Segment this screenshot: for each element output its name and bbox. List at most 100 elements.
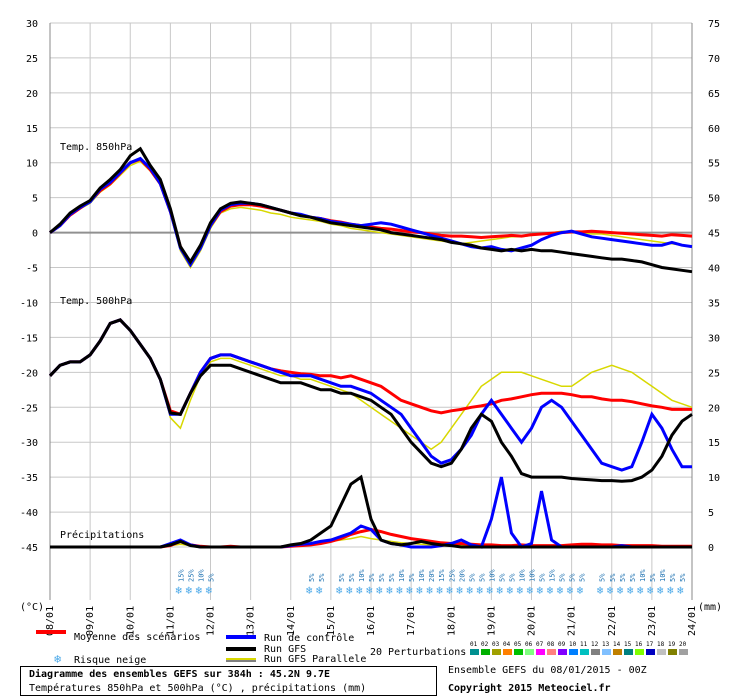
perturbation-swatch [668, 649, 677, 655]
perturbation-swatch [602, 649, 611, 655]
right-tick-label: 30 [708, 333, 720, 344]
snowflake-icon: ❄ [527, 584, 534, 597]
snow-risk-percent: 5% [498, 573, 506, 582]
snow-risk-percent: 10% [418, 569, 426, 582]
x-tick-label: 11/01 [165, 606, 176, 636]
snow-risk-percent: 5% [208, 573, 216, 582]
snowflake-icon: ❄ [647, 584, 654, 597]
perturbation-id: 15 [624, 641, 632, 648]
perturbation-swatch [635, 649, 644, 655]
snowflake-icon: ❄ [306, 584, 313, 597]
snowflake-icon: ❄ [436, 584, 443, 597]
snowflake-icon: ❄ [406, 584, 413, 597]
snow-risk-percent: 5% [669, 573, 677, 582]
snowflake-icon: ❄ [567, 584, 574, 597]
snow-risk-percent: 5% [629, 573, 637, 582]
snow-risk-percent: 5% [579, 573, 587, 582]
x-tick-label: 23/01 [647, 606, 658, 636]
snowflake-icon: ❄ [557, 584, 564, 597]
snowflake-icon: ❄ [516, 584, 523, 597]
copyright: Copyright 2015 Meteociel.fr [448, 683, 611, 694]
x-tick-label: 09/01 [85, 606, 96, 636]
perturbation-swatch [470, 649, 479, 655]
perturbation-id: 12 [591, 641, 599, 648]
left-axis-ticks: 30 25 20 15 10 5 0 -5 -10 -15 -20 -25 -30 -35 -40 -45 [20, 19, 38, 554]
perturbation-id: 05 [514, 641, 522, 648]
snowflake-icon: ❄ [466, 584, 473, 597]
legend-control-label: Run de contrôle [264, 632, 354, 644]
perturbation-id: 14 [613, 641, 621, 648]
snowflake-icon: ❄ [657, 584, 664, 597]
panel-label-t500: Temp. 500hPa [60, 296, 132, 307]
snow-risk-percent: 10% [639, 569, 647, 582]
right-tick-label: 70 [708, 54, 720, 65]
legend-mean-label: Moyenne des scénarios [74, 631, 200, 643]
perturbation-swatch [679, 649, 688, 655]
snow-risk-percent: 5% [318, 573, 326, 582]
grid [49, 22, 693, 600]
perturbation-swatch [492, 649, 501, 655]
snowflake-icon: ❄ [416, 584, 423, 597]
perturbation-swatch [657, 649, 666, 655]
snow-risk-percent: 5% [649, 573, 657, 582]
left-tick-label: -5 [26, 264, 38, 275]
snowflake-icon: ❄ [316, 584, 323, 597]
x-tick-label: 19/01 [486, 606, 497, 636]
left-tick-label: 5 [32, 194, 38, 205]
perturbation-id: 17 [646, 641, 654, 648]
snow-risk-percent: 10% [358, 569, 366, 582]
snow-risk-percent: 5% [338, 573, 346, 582]
perturbation-id: 02 [481, 641, 489, 648]
snowflake-icon: ❄ [667, 584, 674, 597]
snow-risk-percent: 5% [508, 573, 516, 582]
perturbation-swatch [536, 649, 545, 655]
snow-risk-percent: 10% [488, 569, 496, 582]
right-tick-label: 55 [708, 159, 720, 170]
snowflake-icon: ❄ [386, 584, 393, 597]
perturbation-swatch [558, 649, 567, 655]
perturbation-id: 13 [602, 641, 610, 648]
left-unit-label: (°C) [20, 602, 44, 613]
right-tick-label: 65 [708, 89, 720, 100]
x-tick-label: 15/01 [326, 606, 337, 636]
panel-label-t850: Temp. 850hPa [60, 142, 132, 153]
snow-risk-percent: 5% [368, 573, 376, 582]
perturbation-swatch [646, 649, 655, 655]
perturbation-swatch [613, 649, 622, 655]
x-tick-label: 24/01 [687, 606, 698, 636]
perturbation-id: 03 [492, 641, 500, 648]
snow-risk-percent: 10% [398, 569, 406, 582]
perturbation-id: 20 [679, 641, 687, 648]
legend-perturbations-label: 20 Perturbations [370, 647, 466, 658]
snow-risk-percent: 10% [529, 569, 537, 582]
snowflake-icon: ❄ [376, 584, 383, 597]
snowflake-icon: ❄ [346, 584, 353, 597]
perturbation-swatch [525, 649, 534, 655]
snow-risk-percent: 5% [348, 573, 356, 582]
left-tick-label: 10 [26, 159, 38, 170]
x-tick-label: 22/01 [607, 606, 618, 636]
snow-risk-percent: 15% [438, 569, 446, 582]
right-tick-label: 50 [708, 194, 720, 205]
left-tick-label: 15 [26, 124, 38, 135]
series-lines [48, 146, 693, 549]
snow-risk-percent: 10% [197, 569, 205, 582]
right-tick-label: 25 [708, 368, 720, 379]
snowflake-icon: ❄ [206, 584, 213, 597]
snowflake-icon: ❄ [356, 584, 363, 597]
snow-risk-percent: 5% [679, 573, 687, 582]
perturbation-swatch [580, 649, 589, 655]
snow-risk-percent: 20% [428, 569, 436, 582]
x-tick-label: 17/01 [406, 606, 417, 636]
perturbation-swatch [569, 649, 578, 655]
snowflake-icon: ❄ [476, 584, 483, 597]
perturbation-id: 09 [558, 641, 566, 648]
snowflake-icon: ❄ [366, 584, 373, 597]
snowflake-icon: ❄ [537, 584, 544, 597]
perturbation-id: 04 [503, 641, 511, 648]
snow-risk-percent: 5% [408, 573, 416, 582]
footer-box: Diagramme des ensembles GEFS sur 384h : … [20, 666, 437, 696]
perturbation-id: 19 [668, 641, 676, 648]
right-tick-label: 20 [708, 403, 720, 414]
